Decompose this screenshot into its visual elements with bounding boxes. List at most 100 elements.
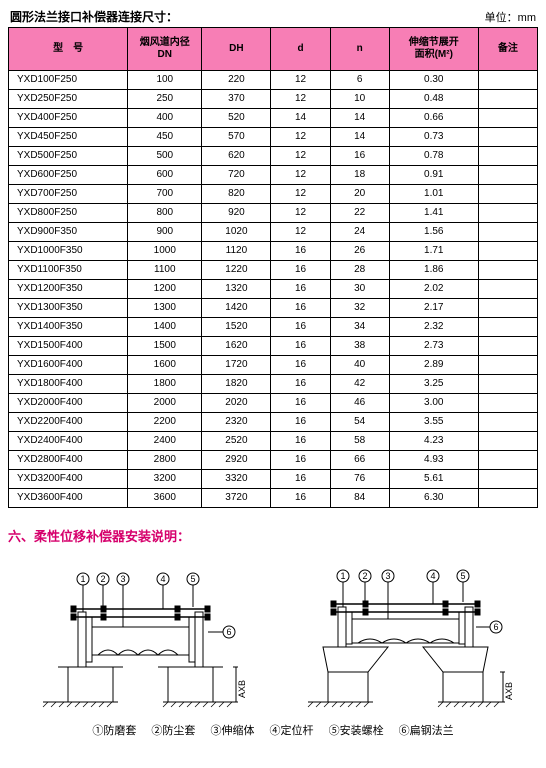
table-cell: YXD1000F350 [9, 242, 128, 261]
table-cell: YXD700F250 [9, 185, 128, 204]
table-row: YXD1300F3501300142016322.17 [9, 299, 538, 318]
table-cell: 1620 [202, 337, 271, 356]
callout-6b: 6 [493, 622, 498, 632]
table-cell: 820 [202, 185, 271, 204]
table-cell: 250 [128, 90, 202, 109]
table-row: YXD2800F4002800292016664.93 [9, 451, 538, 470]
legend-item-2: ②防尘套 [151, 725, 195, 737]
table-cell: 2.17 [389, 299, 478, 318]
table-cell: 1420 [202, 299, 271, 318]
table-cell: 3320 [202, 470, 271, 489]
table-row: YXD3600F4003600372016846.30 [9, 489, 538, 508]
table-cell: 500 [128, 147, 202, 166]
table-cell [478, 261, 537, 280]
table-cell: 1300 [128, 299, 202, 318]
table-row: YXD1500F4001500162016382.73 [9, 337, 538, 356]
table-row: YXD2200F4002200232016543.55 [9, 413, 538, 432]
table-cell: 1.41 [389, 204, 478, 223]
table-cell: YXD1800F400 [9, 375, 128, 394]
dim-axb-1: AXB [237, 680, 247, 698]
table-cell: 920 [202, 204, 271, 223]
table-body: YXD100F2501002201260.30YXD250F2502503701… [9, 71, 538, 508]
table-cell: 16 [271, 280, 330, 299]
table-cell: 1.01 [389, 185, 478, 204]
table-cell: 1100 [128, 261, 202, 280]
col-header: 伸缩节展开面积(M²) [389, 28, 478, 71]
table-cell [478, 470, 537, 489]
table-cell: YXD3200F400 [9, 470, 128, 489]
table-cell: 14 [271, 109, 330, 128]
table-row: YXD1600F4001600172016402.89 [9, 356, 538, 375]
callout-1b: 1 [340, 571, 345, 581]
callout-3: 3 [120, 574, 125, 584]
col-header: DH [202, 28, 271, 71]
diagram-compensator-straight: 1 2 3 4 5 6 AXB [23, 557, 258, 712]
table-row: YXD2000F4002000202016463.00 [9, 394, 538, 413]
dim-axb-2: AXB [504, 682, 514, 700]
table-cell: YXD1300F350 [9, 299, 128, 318]
legend-item-6: ⑥扁钢法兰 [399, 725, 454, 737]
table-cell: 1500 [128, 337, 202, 356]
table-cell: 16 [271, 451, 330, 470]
table-row: YXD400F25040052014140.66 [9, 109, 538, 128]
table-cell: 1120 [202, 242, 271, 261]
table-cell: 40 [330, 356, 389, 375]
table-cell: 2020 [202, 394, 271, 413]
table-cell: 800 [128, 204, 202, 223]
table-cell: 6 [330, 71, 389, 90]
table-cell [478, 318, 537, 337]
table-cell: YXD800F250 [9, 204, 128, 223]
table-cell: 2.32 [389, 318, 478, 337]
table-row: YXD1200F3501200132016302.02 [9, 280, 538, 299]
table-cell: 2320 [202, 413, 271, 432]
table-cell: 76 [330, 470, 389, 489]
table-cell: YXD250F250 [9, 90, 128, 109]
callout-2b: 2 [362, 571, 367, 581]
table-cell: YXD1600F400 [9, 356, 128, 375]
callout-4: 4 [160, 574, 165, 584]
table-cell [478, 242, 537, 261]
table-cell: 1800 [128, 375, 202, 394]
table-cell: 26 [330, 242, 389, 261]
table-cell: 1.56 [389, 223, 478, 242]
table-cell: 22 [330, 204, 389, 223]
table-cell: 1600 [128, 356, 202, 375]
table-cell: 14 [330, 109, 389, 128]
table-cell: 600 [128, 166, 202, 185]
table-cell: 3.00 [389, 394, 478, 413]
table-row: YXD3200F4003200332016765.61 [9, 470, 538, 489]
table-row: YXD1100F3501100122016281.86 [9, 261, 538, 280]
table-cell: 12 [271, 90, 330, 109]
table-cell: YXD1500F400 [9, 337, 128, 356]
table-cell: 720 [202, 166, 271, 185]
table-cell [478, 147, 537, 166]
table-cell [478, 109, 537, 128]
table-cell: 2000 [128, 394, 202, 413]
table-cell: YXD2200F400 [9, 413, 128, 432]
table-title: 圆形法兰接口补偿器连接尺寸： [10, 8, 178, 25]
table-cell: 12 [271, 71, 330, 90]
table-cell: 2400 [128, 432, 202, 451]
callout-5b: 5 [460, 571, 465, 581]
table-cell: YXD3600F400 [9, 489, 128, 508]
table-row: YXD1000F3501000112016261.71 [9, 242, 538, 261]
callout-4b: 4 [430, 571, 435, 581]
table-cell: 16 [271, 413, 330, 432]
table-cell: 66 [330, 451, 389, 470]
table-cell: 1720 [202, 356, 271, 375]
table-row: YXD500F25050062012160.78 [9, 147, 538, 166]
table-cell: 2200 [128, 413, 202, 432]
table-cell: YXD450F250 [9, 128, 128, 147]
table-cell [478, 451, 537, 470]
table-cell: 1.86 [389, 261, 478, 280]
table-cell: 1820 [202, 375, 271, 394]
table-cell: 1020 [202, 223, 271, 242]
diagram-compensator-tapered: 1 2 3 4 5 6 AXB [288, 557, 523, 712]
table-cell: 16 [271, 356, 330, 375]
callout-1: 1 [80, 574, 85, 584]
table-cell: 450 [128, 128, 202, 147]
table-cell: YXD1400F350 [9, 318, 128, 337]
table-cell [478, 299, 537, 318]
table-row: YXD1400F3501400152016342.32 [9, 318, 538, 337]
table-cell: 2.73 [389, 337, 478, 356]
